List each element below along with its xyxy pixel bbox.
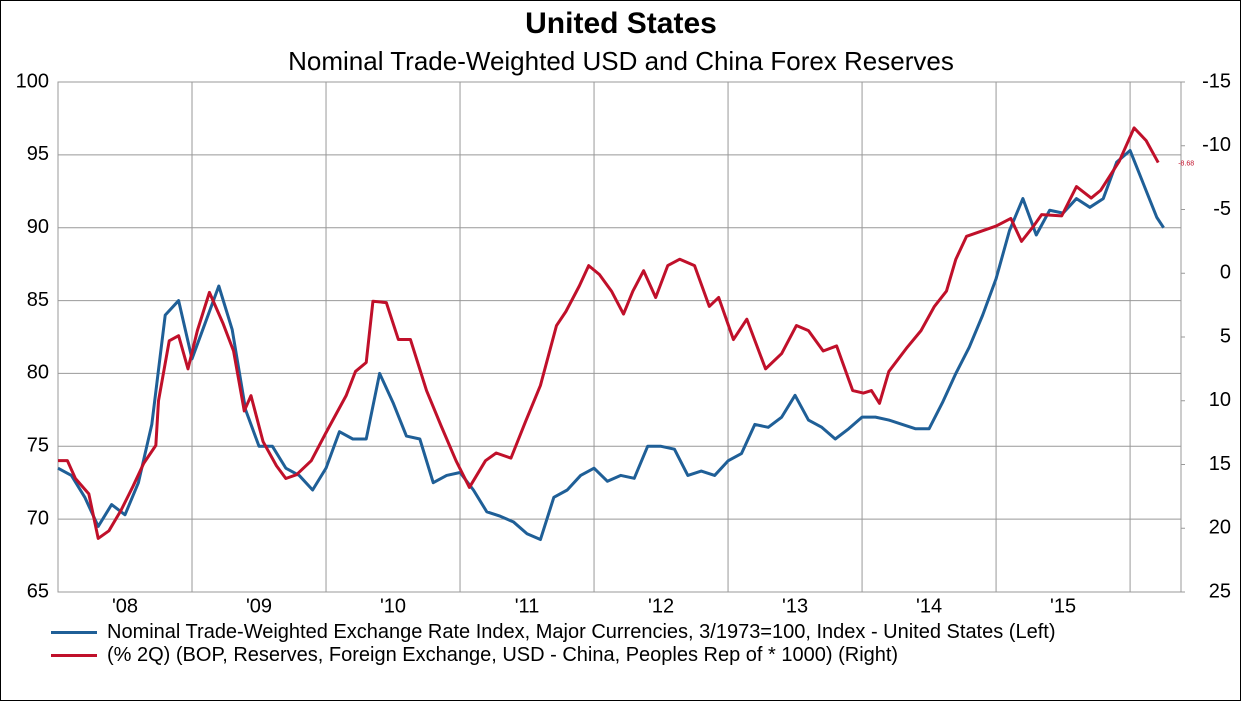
x-tick-label: '10 [380,595,406,617]
x-tick-label: '09 [246,595,272,617]
y2-tick-label: 5 [1220,325,1231,347]
plot-area: -8.68 [57,126,1194,542]
legend-item: (% 2Q) (BOP, Reserves, Foreign Exchange,… [51,644,1227,667]
x-tick-label: '15 [1050,595,1076,617]
legend: Nominal Trade-Weighted Exchange Rate Ind… [51,621,1227,667]
y2-tick-label: 20 [1209,517,1231,539]
y2-tick-label: -15 [1202,70,1231,92]
y-tick-label: 70 [27,507,49,529]
y-tick-label: 95 [27,143,49,165]
x-tick-label: '13 [782,595,808,617]
y2-tick-label: 10 [1209,389,1231,411]
y2-tick-label: 25 [1209,580,1231,602]
legend-label: Nominal Trade-Weighted Exchange Rate Ind… [107,621,1056,643]
y-tick-label: 90 [27,216,49,238]
y-tick-label: 85 [27,289,49,311]
y2-tick-label: -10 [1202,134,1231,156]
chart-subtitle: Nominal Trade-Weighted USD and China For… [288,46,954,76]
y-tick-label: 100 [16,70,49,92]
y-tick-label: 75 [27,435,49,457]
data-label: -8.68 [1178,160,1194,167]
grid: 65 70 75 80 85 90 95 100 25 20 15 10 5 0 -5 -10 -15 '08 '0… [16,70,1231,617]
legend-swatch [51,654,97,657]
chart-title: United States [525,7,717,40]
y-tick-label: 65 [27,580,49,602]
legend-label: (% 2Q) (BOP, Reserves, Foreign Exchange,… [107,644,899,666]
series-line [58,126,1160,540]
x-tick-label: '08 [112,595,138,617]
y2-tick-label: -5 [1213,198,1231,220]
series-line [57,148,1165,542]
x-tick-label: '12 [648,595,674,617]
x-tick-label: '14 [916,595,942,617]
y2-tick-label: 0 [1220,262,1231,284]
legend-swatch [51,631,97,634]
y-tick-label: 80 [27,362,49,384]
x-tick-label: '11 [515,595,540,617]
plot-frame [57,81,1182,593]
legend-item: Nominal Trade-Weighted Exchange Rate Ind… [51,621,1227,644]
y2-tick-label: 15 [1209,453,1231,475]
